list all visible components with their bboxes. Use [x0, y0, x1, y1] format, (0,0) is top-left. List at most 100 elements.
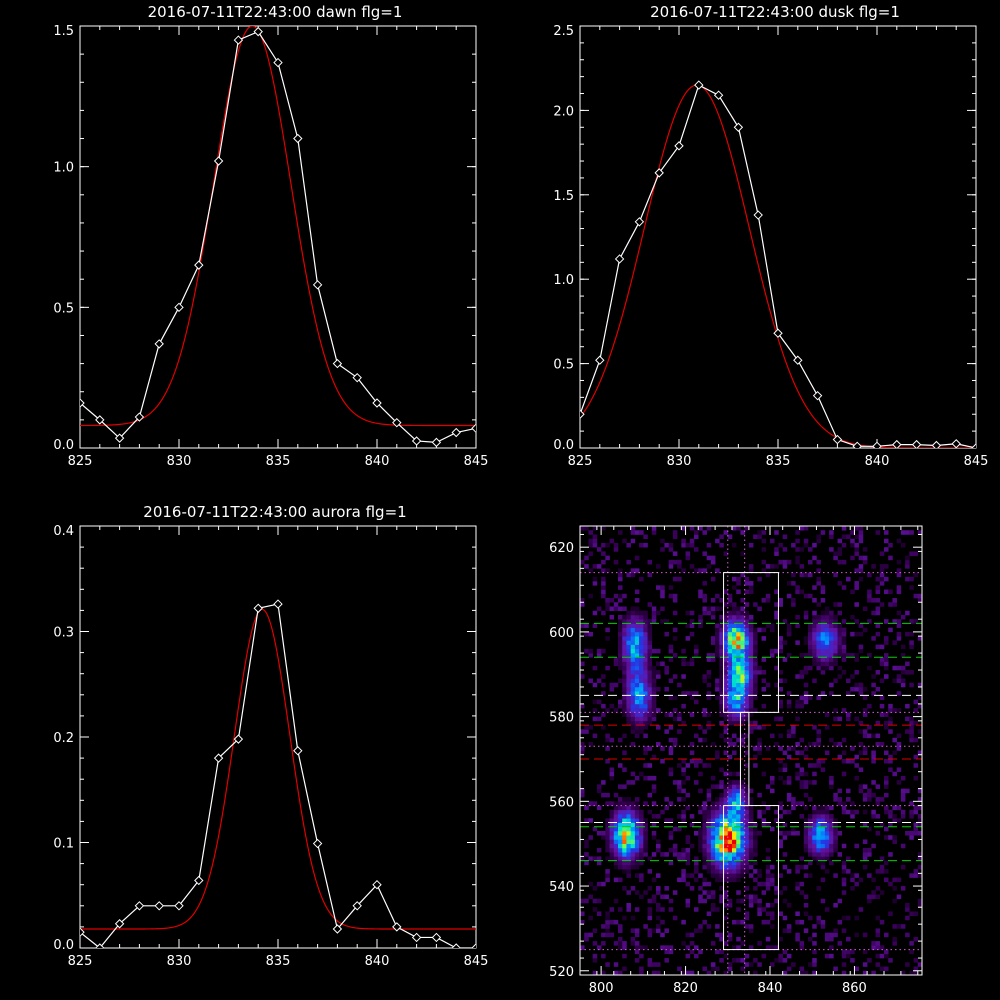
data-point-marker	[892, 439, 902, 448]
heatmap-pixel	[888, 720, 893, 726]
heatmap-pixel	[727, 703, 733, 709]
heatmap-pixel	[736, 805, 741, 811]
heatmap-pixel	[732, 839, 737, 844]
heatmap-pixel	[592, 534, 598, 540]
heatmap-pixel	[634, 589, 640, 595]
heatmap-pixel	[672, 847, 678, 853]
plot-area	[580, 80, 976, 448]
heatmap-pixel	[685, 945, 691, 950]
heatmap-pixel	[774, 809, 779, 815]
heatmap-pixel	[639, 703, 644, 709]
heatmap-pixel	[770, 873, 775, 878]
heatmap-pixel	[694, 691, 699, 696]
heatmap-pixel	[871, 809, 876, 815]
heatmap-pixel	[651, 716, 657, 722]
heatmap-pixel	[618, 797, 623, 802]
heatmap-pixel	[605, 627, 610, 633]
heatmap-pixel	[820, 924, 826, 929]
heatmap-pixel	[770, 915, 775, 921]
heatmap-pixel	[748, 695, 754, 700]
x-tick-label: 830	[167, 954, 192, 969]
data-point-marker	[372, 879, 382, 890]
heatmap-pixel	[618, 835, 623, 840]
heatmap-pixel	[905, 530, 910, 535]
heatmap-pixel	[740, 864, 745, 870]
heatmap-pixel	[812, 614, 817, 620]
heatmap-pixel	[803, 826, 809, 832]
data-point-marker	[733, 122, 744, 132]
heatmap-pixel	[820, 585, 826, 590]
heatmap-pixel	[592, 928, 598, 933]
heatmap-pixel	[803, 792, 809, 798]
heatmap-pixel	[824, 907, 830, 912]
heatmap-pixel	[799, 890, 805, 895]
heatmap-pixel	[791, 729, 796, 734]
heatmap-pixel	[748, 703, 754, 709]
heatmap-pixel	[639, 648, 644, 654]
heatmap-pixel	[639, 843, 644, 849]
heatmap-pixel	[803, 822, 809, 828]
heatmap-pixel	[723, 970, 729, 975]
heatmap-pixel	[736, 606, 741, 612]
heatmap-pixel	[706, 881, 712, 887]
heatmap-pixel	[689, 619, 695, 624]
heatmap-pixel	[803, 835, 809, 840]
heatmap-pixel	[609, 847, 615, 853]
heatmap-pixel	[634, 678, 640, 684]
heatmap-pixel	[719, 682, 724, 688]
heatmap-pixel	[820, 661, 826, 667]
heatmap-pixel	[643, 712, 648, 717]
heatmap-pixel	[753, 602, 758, 607]
heatmap-pixel	[757, 814, 762, 819]
heatmap-pixel	[761, 538, 767, 544]
heatmap-pixel	[791, 733, 796, 739]
heatmap-pixel	[786, 924, 792, 929]
heatmap-pixel	[698, 830, 703, 836]
heatmap-pixel	[672, 890, 678, 895]
heatmap-pixel	[668, 678, 674, 684]
heatmap-pixel	[592, 564, 598, 569]
data-point-marker	[793, 355, 803, 365]
heatmap-pixel	[765, 911, 771, 916]
heatmap-pixel	[727, 742, 733, 747]
heatmap-pixel	[816, 602, 821, 607]
heatmap-pixel	[913, 805, 919, 811]
heatmap-pixel	[862, 809, 868, 815]
heatmap-pixel	[702, 814, 707, 819]
heatmap-pixel	[732, 526, 737, 531]
heatmap-pixel	[812, 932, 817, 938]
heatmap-pixel	[702, 864, 707, 870]
data-point-marker	[273, 57, 283, 68]
heatmap-pixel	[664, 958, 669, 963]
heatmap-pixel	[846, 953, 851, 959]
heatmap-pixel	[748, 682, 754, 688]
heatmap-pixel	[634, 830, 640, 836]
heatmap-pixel	[672, 780, 678, 785]
heatmap-pixel	[719, 691, 724, 696]
heatmap-pixel	[715, 784, 720, 789]
heatmap-pixel	[879, 966, 885, 972]
heatmap-pixel	[740, 619, 745, 624]
heatmap-pixel	[580, 703, 585, 709]
heatmap-pixel	[740, 716, 745, 722]
heatmap-pixel	[626, 665, 631, 671]
heatmap-pixel	[668, 818, 674, 823]
heatmap-pixel	[634, 627, 640, 633]
heatmap-pixel	[753, 644, 758, 650]
heatmap-pixel	[723, 890, 729, 895]
heatmap-pixel	[727, 708, 733, 713]
data-point-marker	[174, 901, 184, 911]
heatmap-pixel	[786, 797, 792, 802]
heatmap-pixel	[622, 653, 627, 658]
heatmap-pixel	[702, 839, 707, 844]
heatmap-pixel	[727, 636, 733, 641]
heatmap-pixel	[905, 555, 910, 561]
heatmap-pixel	[622, 750, 627, 756]
heatmap-pixel	[710, 784, 716, 789]
heatmap-pixel	[727, 780, 733, 785]
heatmap-pixel	[833, 792, 838, 798]
heatmap-pixel	[812, 657, 817, 662]
heatmap-pixel	[710, 907, 716, 912]
heatmap-pixel	[719, 665, 724, 671]
heatmap-pixel	[765, 881, 771, 887]
